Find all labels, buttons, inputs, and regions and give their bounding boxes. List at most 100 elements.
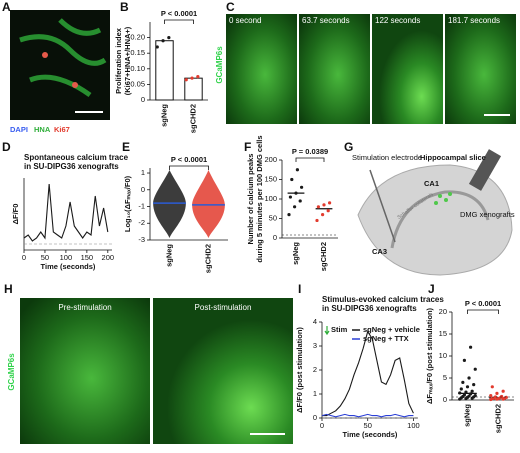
xenograft (448, 192, 452, 196)
frame (20, 298, 150, 444)
y-label: ΔF/F0 (11, 204, 20, 225)
y-label-line: Number of calcium peaks (246, 154, 255, 245)
objective (468, 149, 502, 191)
y-label: ΔF/F0 (post stimulation) (295, 327, 304, 413)
panel-g: G Stimulation electrode Hippocampal slic… (344, 140, 515, 276)
xenograft (438, 194, 442, 198)
point (293, 205, 297, 209)
stain-label: GCaMP6s (215, 46, 224, 84)
x-tick: sgCHD2 (203, 244, 212, 273)
x-tick-label: sgNeg (159, 104, 168, 127)
panel-label: E (122, 140, 130, 154)
point (321, 213, 325, 217)
diagram-label: DMG xenografts (460, 210, 515, 219)
x-tick-label: 150 (81, 253, 94, 262)
point (196, 75, 200, 79)
y-tick-label: 200 (264, 155, 277, 164)
x-tick-label: sgCHD2 (493, 404, 502, 433)
x-tick: sgCHD2 (188, 104, 197, 133)
panel-label: B (120, 0, 129, 14)
x-tick: sgCHD2 (493, 404, 502, 433)
chart: E 1 0 -1 -2 -3 Log₁₀(ΔFₘₐₓ/F0) sgNeg sgCHD2 P < 0… (122, 140, 228, 273)
y-label: ΔFₘₐₓ/F0 (post stimulation) (425, 307, 434, 404)
y-tick-label: 0 (141, 95, 145, 104)
x-tick-label: sgCHD2 (188, 104, 197, 133)
hippocampus (390, 190, 490, 249)
y-label: Log₁₀(ΔFₘₐₓ/F0) (123, 175, 132, 232)
point (190, 76, 194, 80)
point (161, 39, 165, 43)
point (461, 380, 465, 384)
point (469, 345, 473, 349)
point (501, 389, 505, 393)
chart: I 0 1 2 3 4 ΔF/F0 (post stimulation) Stimulus-e… (295, 282, 444, 439)
frame-label: 0 second (229, 16, 261, 25)
channel-label: DAPI (10, 125, 28, 134)
point (473, 394, 477, 398)
line (23, 183, 109, 242)
panel-label: A (2, 0, 11, 14)
diagram-label: Hippocampal slice (420, 153, 486, 162)
frame-label: Post-stimulation (195, 303, 252, 312)
point (298, 199, 302, 203)
chart-title: Spontaneous calcium trace (24, 153, 129, 162)
y-tick-label: 3 (313, 341, 317, 350)
legend-label: sgNeg + vehicle (363, 325, 420, 334)
stain-label: GCaMP6s (7, 353, 16, 391)
point (328, 201, 332, 205)
bar (155, 40, 174, 101)
panel-c: C GCaMP6s 0 second 63.7 seconds 122 seco… (215, 0, 516, 124)
channel-label: HNA (34, 125, 51, 134)
point (469, 392, 473, 396)
y-label-line: ΔF/F0 (11, 204, 20, 225)
point (294, 191, 298, 195)
point (470, 389, 474, 393)
y-tick-label: 1 (141, 168, 145, 177)
x-tick: sgNeg (462, 404, 471, 427)
y-label: Number of calcium peaks during 5 minutes … (246, 135, 264, 262)
panel-label: G (344, 140, 353, 154)
x-label: Time (seconds) (343, 430, 398, 439)
point (167, 36, 171, 40)
y-label-line: Log₁₀(ΔFₘₐₓ/F0) (123, 175, 132, 232)
p-value: P = 0.0389 (292, 147, 328, 156)
y-tick-label: 150 (264, 174, 277, 183)
y-tick-label: 5 (443, 373, 447, 382)
violin (192, 170, 225, 238)
frame (372, 14, 443, 124)
x-tick-label: sgNeg (164, 244, 173, 267)
y-tick-label: 0 (443, 395, 447, 404)
chart-title: in SU-DIPG36 xenografts (322, 304, 417, 313)
line (321, 413, 414, 418)
slice (357, 164, 513, 276)
point (473, 367, 477, 371)
p-value: P < 0.0001 (465, 299, 501, 308)
x-tick-label: 200 (102, 253, 115, 262)
bracket (164, 19, 194, 24)
p-value: P < 0.0001 (171, 155, 207, 164)
ki67-cell (42, 52, 48, 58)
frame-label: 63.7 seconds (302, 16, 350, 25)
y-tick-label: 4 (313, 317, 317, 326)
p-value: P < 0.0001 (161, 9, 197, 18)
point (288, 195, 292, 199)
point (465, 385, 470, 389)
y-label-line: ΔFₘₐₓ/F0 (post stimulation) (425, 307, 434, 404)
x-tick-label: 0 (22, 253, 26, 262)
y-label-line: during 5 minutes per 100 DMG cells (255, 135, 264, 262)
point (184, 78, 188, 82)
y-label-line: (Ki67+HNA+/HNA+) (123, 26, 132, 95)
legend-label: sgNeg + TTX (363, 334, 409, 343)
bracket (169, 165, 209, 170)
violin (153, 170, 186, 238)
x-tick-label: 100 (407, 421, 420, 430)
xenograft (434, 201, 438, 205)
panel-label: J (428, 282, 435, 296)
y-tick-label: -1 (138, 201, 145, 210)
point (495, 391, 499, 395)
annotation: Stim (331, 325, 348, 334)
x-tick: sgNeg (159, 104, 168, 127)
point (462, 358, 466, 362)
